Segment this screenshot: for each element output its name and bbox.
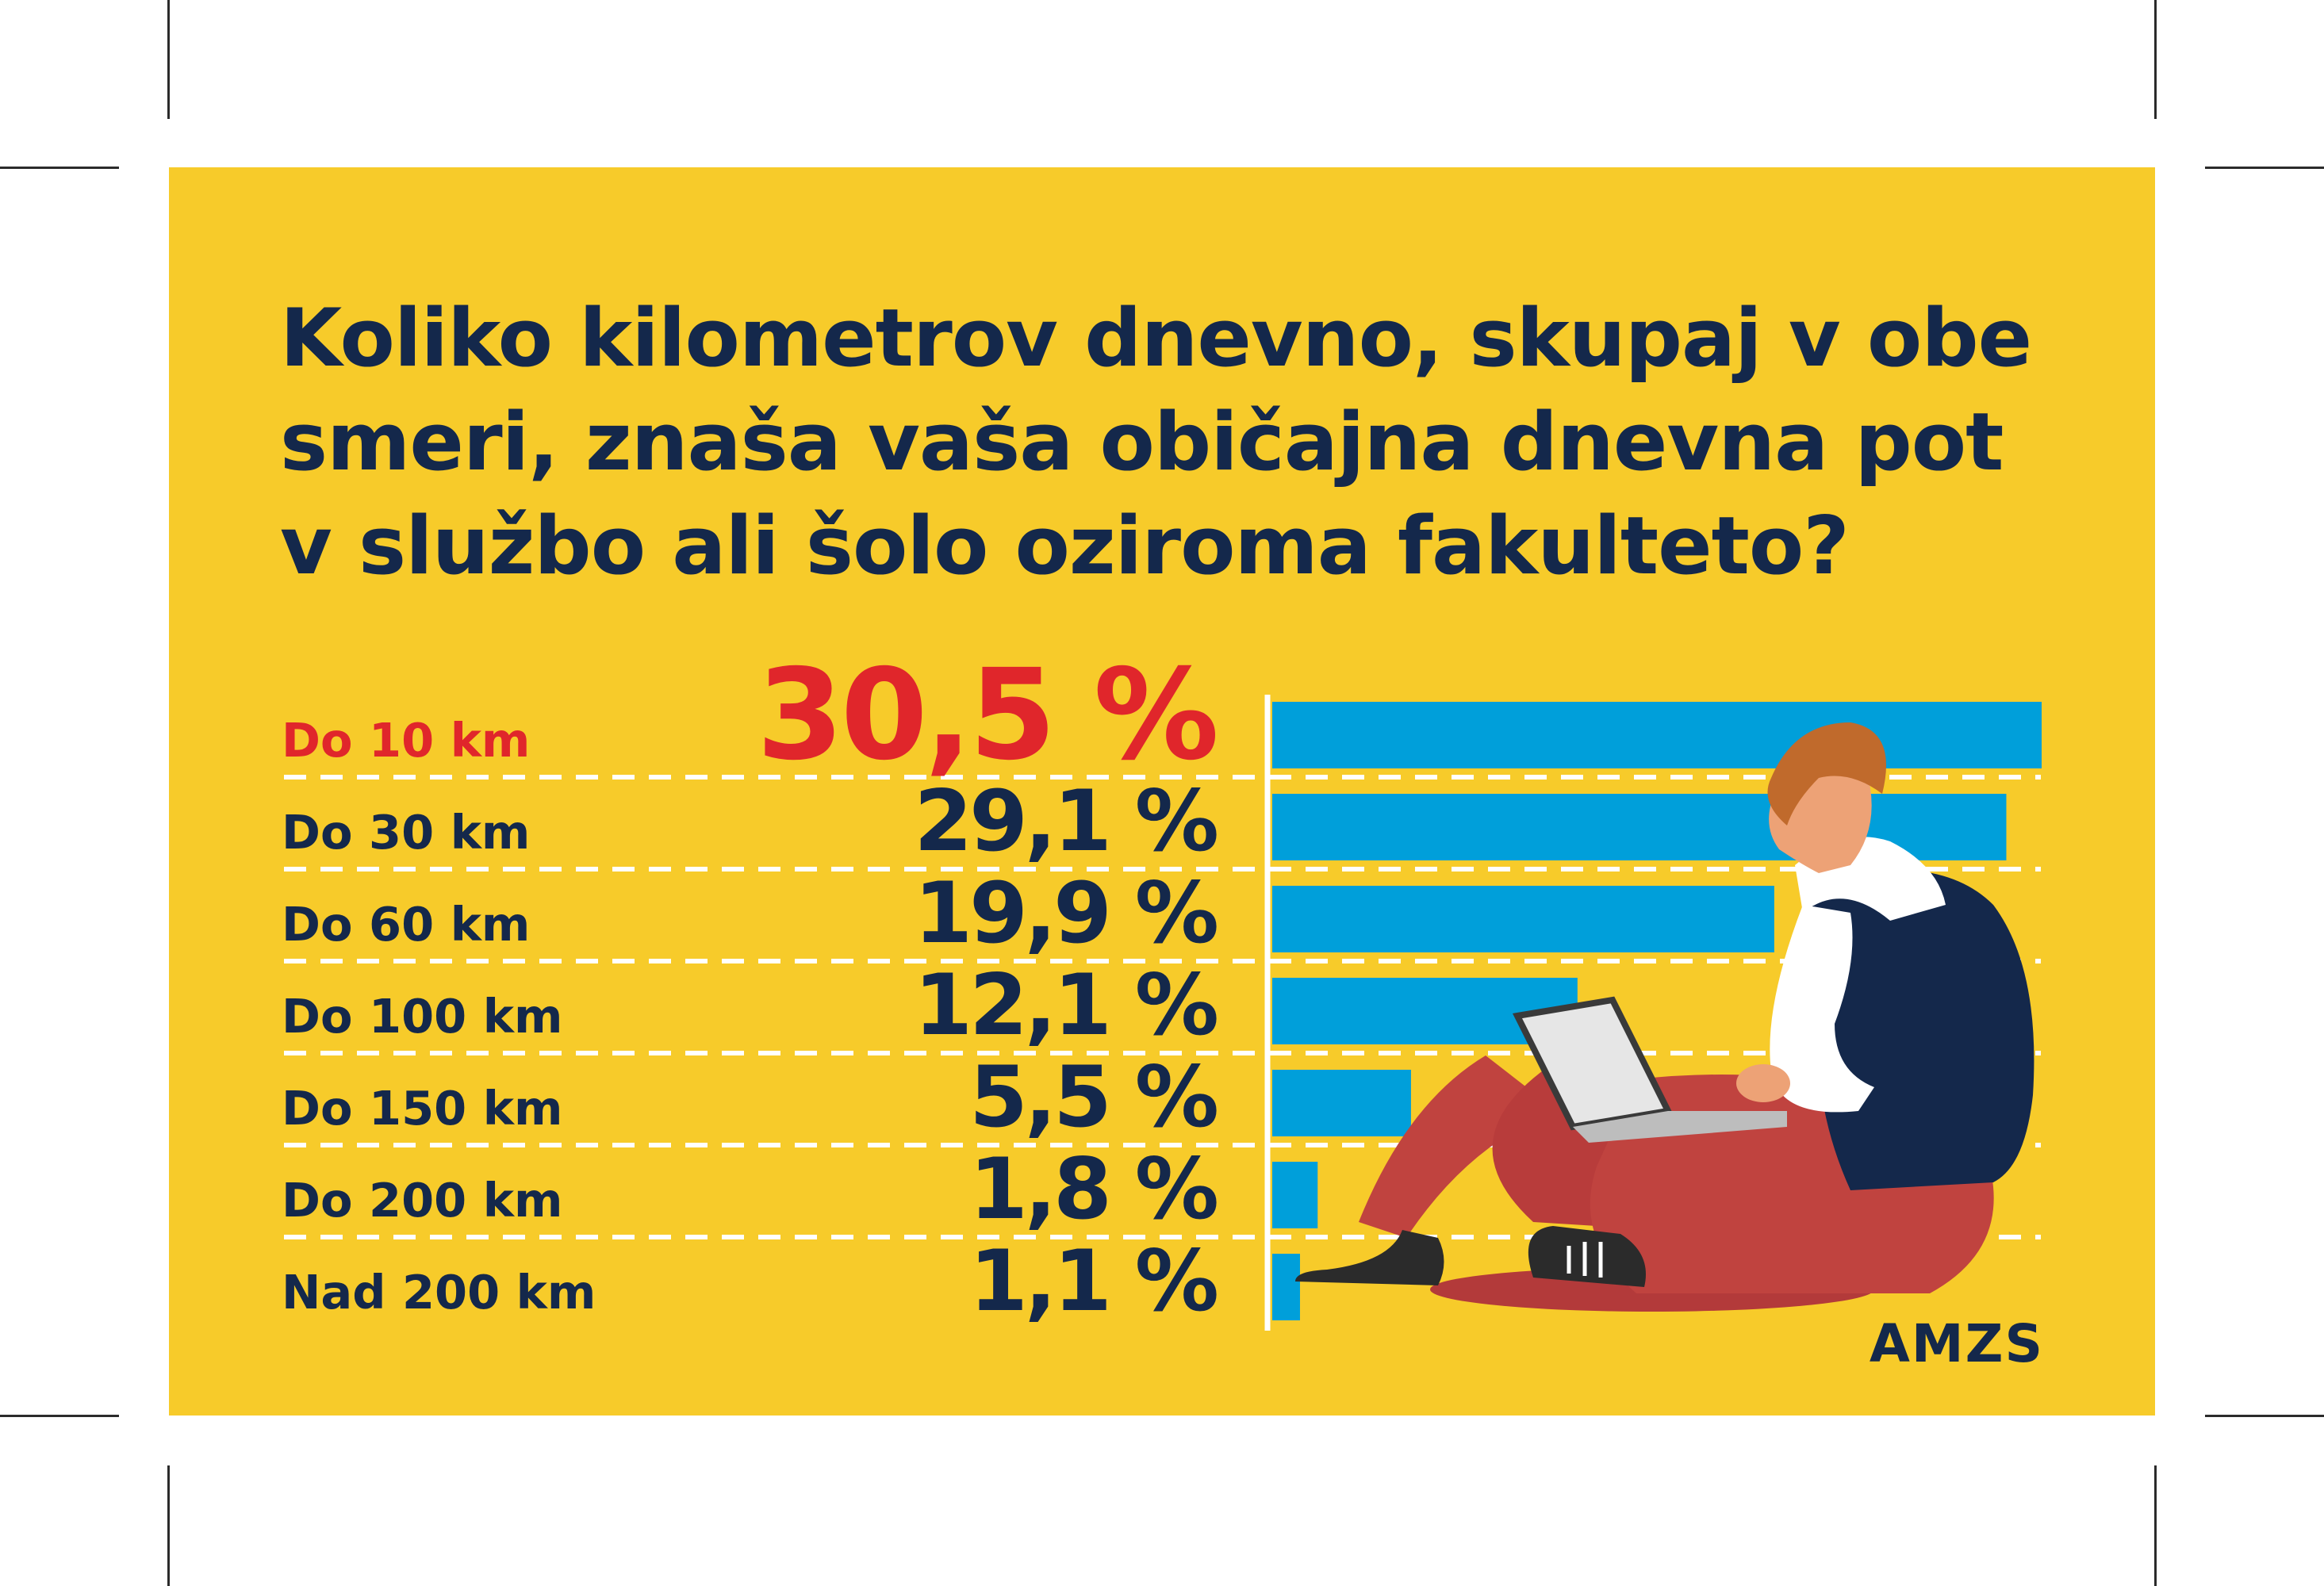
value-label: 29,1 % [914, 772, 1216, 870]
crop-mark [0, 167, 119, 169]
infographic-card: Koliko kilometrov dnevno, skupaj v obe s… [169, 167, 2155, 1416]
hand [1736, 1064, 1790, 1102]
shoe-left [1295, 1230, 1444, 1285]
bar [1272, 702, 2042, 768]
crop-mark [167, 1465, 170, 1586]
vest [1811, 869, 2034, 1190]
value-label: 30,5 % [757, 642, 1216, 788]
bar [1272, 1162, 1318, 1228]
category-label: Do 150 km [282, 1081, 562, 1136]
category-label: Nad 200 km [282, 1265, 596, 1320]
crop-mark [2154, 1465, 2157, 1586]
category-label: Do 30 km [282, 805, 530, 860]
bar [1272, 1254, 1300, 1320]
bar [1272, 886, 1774, 952]
crop-mark [167, 0, 170, 119]
shoe-right [1528, 1226, 1646, 1287]
value-labels: 30,5 %29,1 %19,9 %12,1 %5,5 %1,8 %1,1 % [757, 642, 1220, 1330]
brand-logo: AMZS [1869, 1313, 2044, 1374]
category-label: Do 100 km [282, 989, 562, 1044]
category-label: Do 10 km [282, 713, 530, 768]
bar-group [1272, 702, 2042, 1320]
value-label: 12,1 % [914, 956, 1216, 1054]
value-label: 1,1 % [969, 1232, 1217, 1330]
crop-mark [2205, 167, 2324, 169]
value-label: 5,5 % [969, 1048, 1217, 1146]
laptop-base [1573, 1111, 1787, 1143]
crop-mark [2205, 1415, 2324, 1417]
crop-mark [2154, 0, 2157, 119]
category-label: Do 60 km [282, 897, 530, 952]
chart-title: Koliko kilometrov dnevno, skupaj v obe s… [280, 291, 2032, 592]
bar [1272, 1070, 1411, 1136]
bar-chart: Do 10 km Do 30 km Do 60 km Do 100 km Do 150 … [282, 642, 2042, 1331]
leg-back [1359, 1055, 1557, 1238]
value-label: 19,9 % [914, 864, 1216, 962]
hair [1767, 722, 1886, 826]
value-label: 1,8 % [969, 1140, 1217, 1238]
category-label: Do 200 km [282, 1173, 562, 1228]
category-labels: Do 10 km Do 30 km Do 60 km Do 100 km Do 150 … [282, 713, 596, 1320]
arm [1770, 905, 1874, 1113]
crop-mark [0, 1415, 119, 1417]
person-with-laptop-icon [1295, 722, 2034, 1312]
